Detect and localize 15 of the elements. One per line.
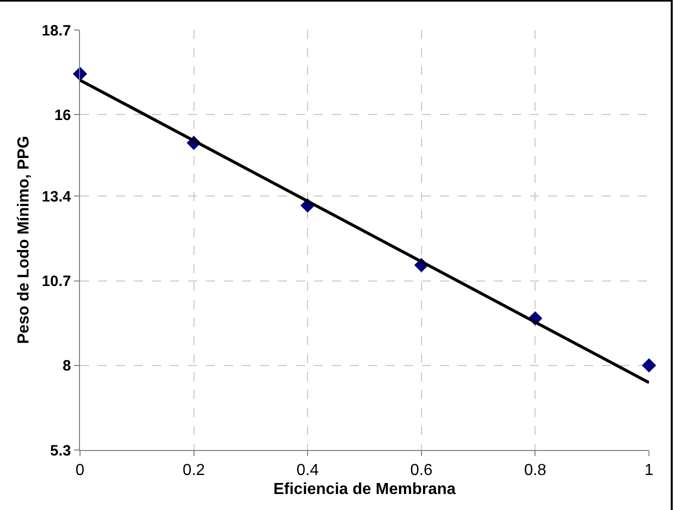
x-tick-label: 0.2 <box>182 462 206 480</box>
x-axis-title: Eficiencia de Membrana <box>273 480 456 498</box>
x-tick-label: 0 <box>76 462 85 480</box>
y-tick-label: 5.3 <box>50 442 71 460</box>
x-tick-label: 0.6 <box>410 462 433 480</box>
x-tick-label: 0.4 <box>296 462 319 480</box>
y-axis-title: Peso de Lodo Mínimo, PPG <box>16 136 33 344</box>
y-tick-label: 8 <box>62 358 71 375</box>
y-tick-label: 18.7 <box>42 22 71 40</box>
x-tick-label: 0.8 <box>524 462 546 480</box>
y-tick-label: 13.4 <box>42 188 72 206</box>
y-tick-label: 10.7 <box>42 273 71 290</box>
point <box>642 358 656 373</box>
x-tick-label: 1 <box>644 462 654 480</box>
y-tick-label: 16 <box>54 106 71 124</box>
